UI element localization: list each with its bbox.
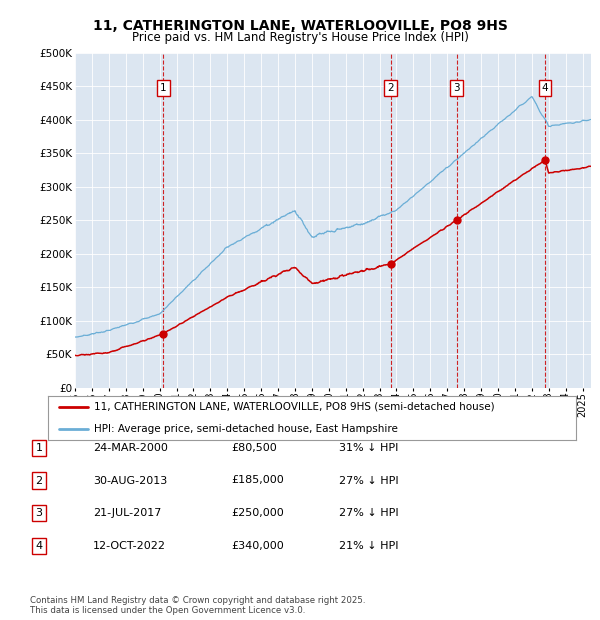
Text: 12-OCT-2022: 12-OCT-2022 [93, 541, 166, 551]
Text: 1: 1 [35, 443, 43, 453]
Text: 21-JUL-2017: 21-JUL-2017 [93, 508, 161, 518]
Text: 11, CATHERINGTON LANE, WATERLOOVILLE, PO8 9HS: 11, CATHERINGTON LANE, WATERLOOVILLE, PO… [92, 19, 508, 33]
Text: £340,000: £340,000 [231, 541, 284, 551]
Text: 3: 3 [453, 83, 460, 93]
Text: 3: 3 [35, 508, 43, 518]
Text: 21% ↓ HPI: 21% ↓ HPI [339, 541, 398, 551]
Text: 11, CATHERINGTON LANE, WATERLOOVILLE, PO8 9HS (semi-detached house): 11, CATHERINGTON LANE, WATERLOOVILLE, PO… [94, 402, 495, 412]
Text: 1: 1 [160, 83, 167, 93]
Text: 4: 4 [35, 541, 43, 551]
Text: Price paid vs. HM Land Registry's House Price Index (HPI): Price paid vs. HM Land Registry's House … [131, 31, 469, 44]
Text: 31% ↓ HPI: 31% ↓ HPI [339, 443, 398, 453]
Text: £185,000: £185,000 [231, 476, 284, 485]
Text: 27% ↓ HPI: 27% ↓ HPI [339, 508, 398, 518]
Text: HPI: Average price, semi-detached house, East Hampshire: HPI: Average price, semi-detached house,… [94, 424, 398, 434]
Text: 4: 4 [542, 83, 548, 93]
Text: £250,000: £250,000 [231, 508, 284, 518]
Text: 30-AUG-2013: 30-AUG-2013 [93, 476, 167, 485]
Text: Contains HM Land Registry data © Crown copyright and database right 2025.
This d: Contains HM Land Registry data © Crown c… [30, 596, 365, 615]
Text: £80,500: £80,500 [231, 443, 277, 453]
Text: 2: 2 [35, 476, 43, 485]
Text: 2: 2 [388, 83, 394, 93]
Text: 24-MAR-2000: 24-MAR-2000 [93, 443, 168, 453]
Text: 27% ↓ HPI: 27% ↓ HPI [339, 476, 398, 485]
